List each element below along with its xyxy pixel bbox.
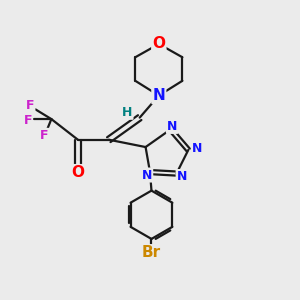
Text: N: N [152,88,165,103]
Text: N: N [142,169,152,182]
Text: F: F [26,99,34,112]
Text: H: H [122,106,133,119]
Text: N: N [167,120,177,133]
Text: N: N [192,142,202,155]
Text: N: N [177,170,187,183]
Text: O: O [152,37,165,52]
Text: O: O [71,165,84,180]
Text: F: F [24,114,32,127]
Text: Br: Br [142,245,161,260]
Text: F: F [40,129,48,142]
